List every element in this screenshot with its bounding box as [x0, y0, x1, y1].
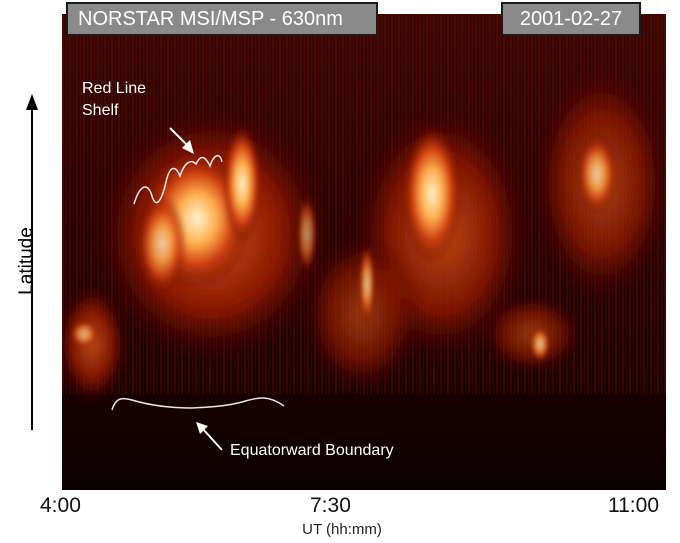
boundary-arrow-head — [196, 422, 208, 434]
aurora-bright-features — [70, 124, 617, 362]
red-line-shelf-line1: Red Line — [82, 80, 147, 97]
latitude-arrow — [26, 94, 38, 430]
date-label: 2001-02-27 — [501, 2, 641, 36]
shelf-arrow-head — [182, 140, 194, 154]
x-tick-start: 4:00 — [40, 494, 81, 517]
y-axis-label: Latitude — [16, 227, 37, 295]
x-tick-end: 11:00 — [608, 494, 659, 517]
x-tick-middle: 7:30 — [310, 494, 351, 517]
equatorward-boundary-label: Equatorward Boundary — [230, 442, 394, 459]
title-label: NORSTAR MSI/MSP - 630nm — [66, 2, 378, 36]
x-axis-label: UT (hh:mm) — [302, 521, 382, 538]
equatorward-boundary-outline — [111, 397, 285, 411]
red-line-shelf-label: Red Line Shelf — [82, 78, 172, 122]
shelf-outline — [133, 154, 223, 205]
red-line-shelf-line2: Shelf — [82, 102, 119, 119]
keogram-image — [62, 14, 666, 490]
boundary-arrow-line — [201, 427, 223, 451]
